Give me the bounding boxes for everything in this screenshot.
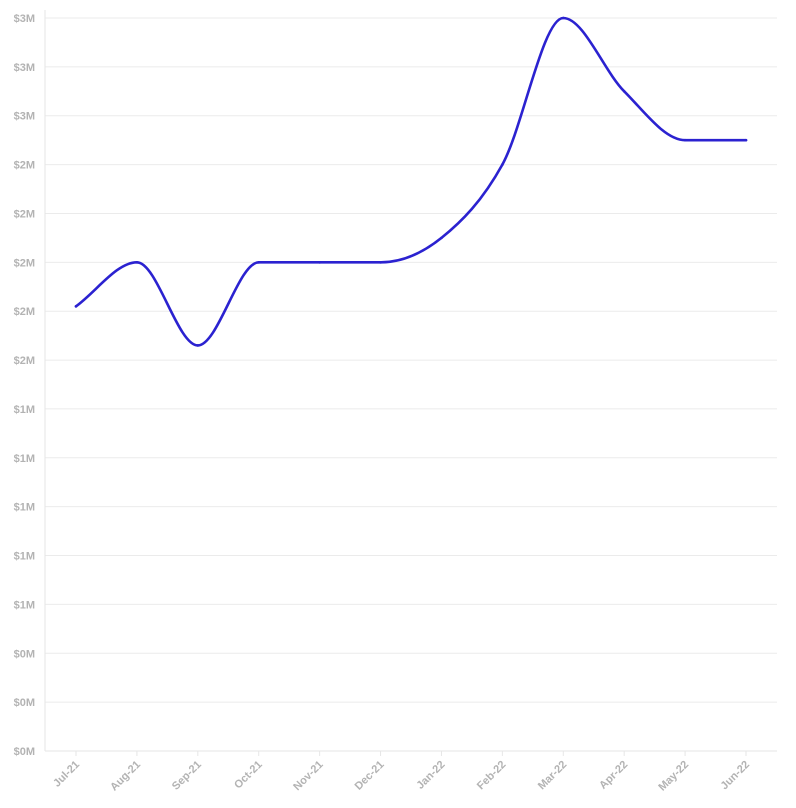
grid-lines	[45, 17, 777, 703]
x-tick-label: Jun-22	[719, 759, 753, 793]
y-tick-label: $2M	[14, 208, 35, 220]
x-tick-label: Aug-21	[108, 759, 143, 794]
data-point	[379, 261, 382, 264]
y-tick-label: $0M	[14, 746, 35, 758]
x-tick-label: Nov-21	[291, 759, 325, 793]
data-point	[196, 344, 200, 347]
data-point	[257, 261, 261, 264]
x-tick-label: Apr-22	[597, 759, 630, 792]
y-tick-label: $1M	[14, 599, 35, 611]
data-point	[74, 305, 78, 308]
y-tick-label: $3M	[14, 111, 35, 123]
x-tick-label: May-22	[656, 759, 691, 794]
y-tick-label: $0M	[14, 648, 35, 660]
x-tick-label: Feb-22	[475, 759, 509, 793]
y-axis: $0M $0M $0M $1M $1M $1M $1M $1M $2M $2M $2M $2M $2M $…	[14, 10, 46, 758]
x-tick-label: Oct-21	[232, 759, 265, 792]
y-tick-label: $2M	[14, 257, 35, 269]
y-tick-label: $2M	[14, 306, 35, 318]
data-point	[683, 138, 687, 142]
data-point	[318, 261, 321, 264]
x-tick-label: Dec-21	[353, 759, 387, 793]
y-tick-label: $1M	[14, 404, 35, 416]
data-point	[135, 261, 139, 264]
data-point	[744, 138, 748, 142]
y-tick-label: $0M	[14, 697, 35, 709]
y-tick-label: $2M	[14, 355, 35, 367]
data-point	[622, 90, 626, 93]
y-tick-label: $1M	[14, 551, 35, 563]
x-axis: Jul-21 Aug-21 Sep-21 Oct-21 Nov-21 Dec-21 Jan-…	[45, 750, 777, 794]
y-tick-label: $3M	[14, 13, 35, 25]
y-tick-label: $2M	[14, 160, 35, 172]
y-tick-label: $1M	[14, 453, 35, 465]
data-point	[501, 163, 504, 166]
x-tick-label: Jan-22	[414, 759, 447, 792]
data-point	[440, 236, 443, 240]
x-tick-label: Sep-21	[170, 759, 204, 793]
x-tick-label: Mar-22	[536, 759, 570, 793]
data-point	[561, 16, 565, 20]
y-tick-label: $3M	[14, 62, 35, 74]
series-group	[74, 16, 748, 347]
x-tick-label: Jul-21	[51, 759, 82, 790]
y-tick-label: $1M	[14, 502, 35, 514]
